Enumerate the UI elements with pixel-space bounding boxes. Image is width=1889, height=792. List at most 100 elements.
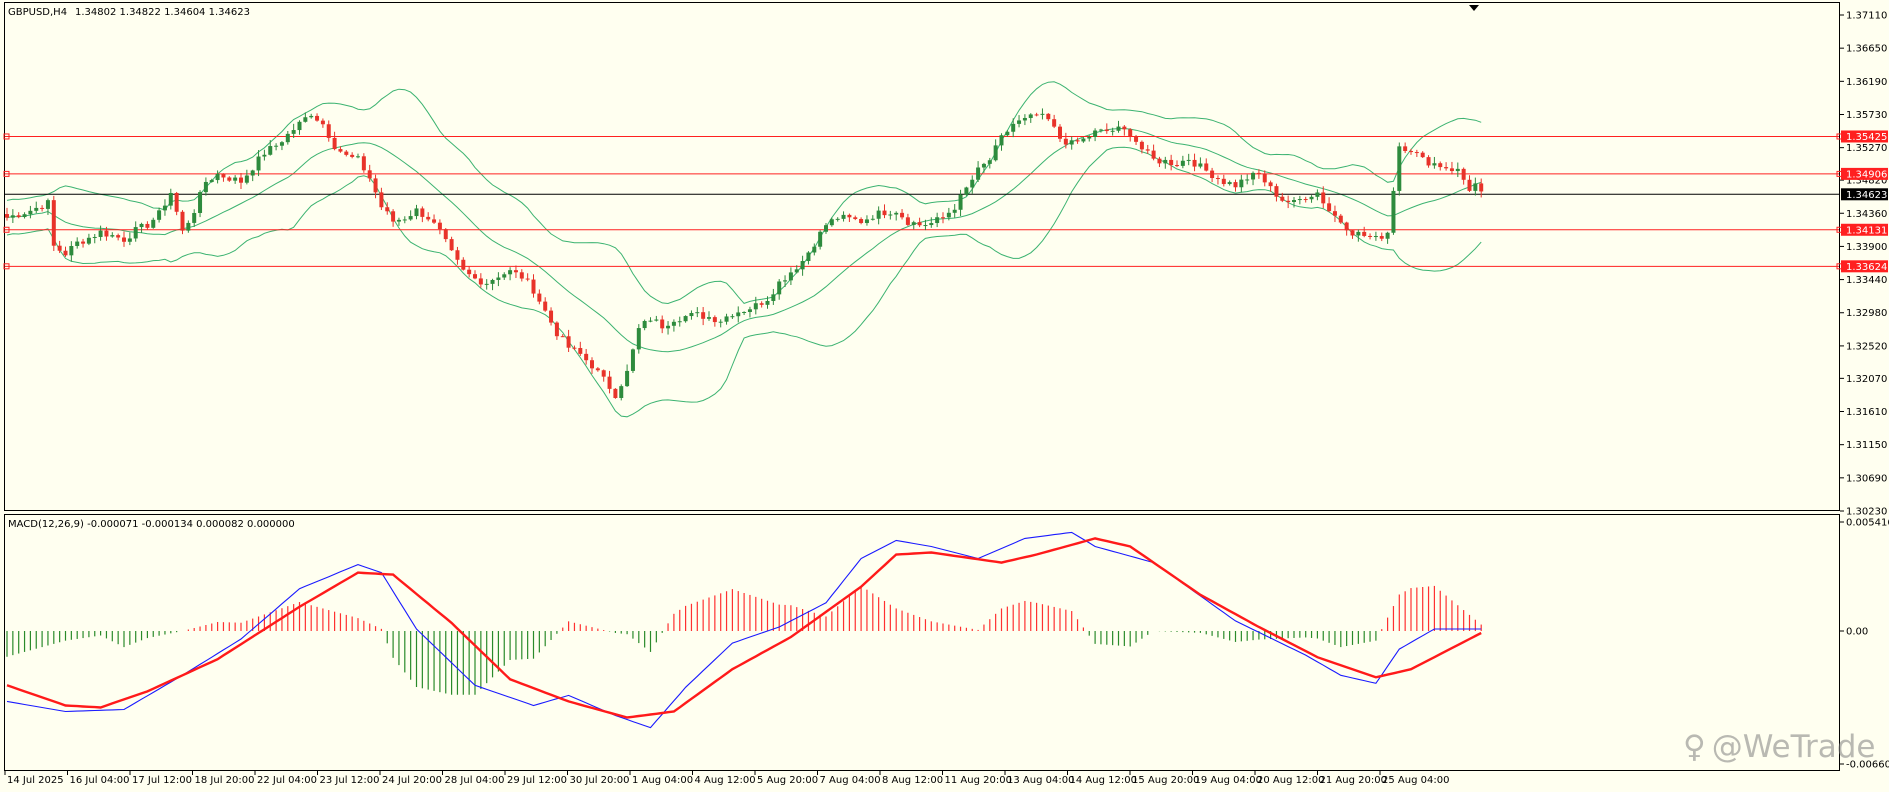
candle[interactable] bbox=[513, 265, 518, 279]
candle[interactable] bbox=[227, 176, 232, 182]
candle[interactable] bbox=[1233, 179, 1238, 192]
candle[interactable] bbox=[86, 233, 91, 246]
macd-panel[interactable] bbox=[4, 514, 1840, 771]
candle[interactable] bbox=[905, 213, 910, 227]
candle[interactable] bbox=[1315, 189, 1320, 201]
candle[interactable] bbox=[221, 173, 226, 182]
candle[interactable] bbox=[987, 157, 992, 169]
candle[interactable] bbox=[1403, 142, 1408, 154]
candle[interactable] bbox=[707, 311, 711, 321]
candle[interactable] bbox=[1379, 232, 1384, 242]
candle[interactable] bbox=[607, 370, 612, 394]
candle[interactable] bbox=[841, 211, 846, 222]
candle[interactable] bbox=[1397, 142, 1402, 196]
candle[interactable] bbox=[519, 269, 524, 282]
candle[interactable] bbox=[648, 317, 653, 323]
candle[interactable] bbox=[256, 150, 261, 177]
candle[interactable] bbox=[952, 204, 957, 218]
candle[interactable] bbox=[976, 161, 981, 182]
candle[interactable] bbox=[812, 243, 817, 256]
candle[interactable] bbox=[1215, 175, 1220, 185]
candle[interactable] bbox=[882, 204, 887, 219]
candle[interactable] bbox=[385, 202, 390, 215]
candle[interactable] bbox=[981, 162, 986, 173]
candle[interactable] bbox=[373, 174, 378, 199]
candle[interactable] bbox=[900, 209, 905, 220]
candle[interactable] bbox=[788, 267, 793, 286]
candle[interactable] bbox=[783, 275, 788, 288]
candle[interactable] bbox=[192, 209, 197, 227]
candle[interactable] bbox=[1356, 229, 1361, 242]
candle[interactable] bbox=[759, 301, 764, 308]
candle[interactable] bbox=[320, 118, 325, 128]
candle[interactable] bbox=[279, 141, 284, 151]
candle[interactable] bbox=[946, 207, 951, 221]
candle[interactable] bbox=[139, 222, 144, 233]
candle[interactable] bbox=[203, 177, 208, 196]
candle[interactable] bbox=[625, 364, 630, 387]
candle[interactable] bbox=[1303, 196, 1308, 203]
candle[interactable] bbox=[303, 112, 308, 123]
candle[interactable] bbox=[1145, 144, 1150, 154]
candle[interactable] bbox=[584, 348, 589, 365]
candle[interactable] bbox=[98, 225, 103, 241]
candle[interactable] bbox=[1122, 125, 1127, 136]
candle[interactable] bbox=[309, 113, 314, 119]
candle[interactable] bbox=[1034, 112, 1039, 117]
candle[interactable] bbox=[350, 152, 355, 159]
candle[interactable] bbox=[233, 175, 238, 184]
candle[interactable] bbox=[630, 348, 635, 373]
candle[interactable] bbox=[525, 273, 530, 282]
candle[interactable] bbox=[508, 267, 513, 281]
candle[interactable] bbox=[566, 329, 571, 353]
candle[interactable] bbox=[806, 251, 811, 265]
candle[interactable] bbox=[824, 223, 828, 234]
candle[interactable] bbox=[1479, 178, 1484, 198]
candle[interactable] bbox=[941, 212, 945, 224]
candle[interactable] bbox=[75, 237, 80, 249]
candle[interactable] bbox=[853, 215, 858, 221]
level-handle[interactable] bbox=[3, 170, 10, 177]
candle[interactable] bbox=[1268, 180, 1273, 192]
candle[interactable] bbox=[122, 231, 126, 247]
candle[interactable] bbox=[1063, 132, 1068, 149]
candle[interactable] bbox=[467, 266, 472, 278]
candle[interactable] bbox=[426, 212, 431, 222]
candle[interactable] bbox=[724, 313, 729, 325]
candle[interactable] bbox=[1104, 123, 1109, 134]
candle[interactable] bbox=[1069, 136, 1074, 150]
candle[interactable] bbox=[1292, 196, 1296, 208]
candle[interactable] bbox=[777, 279, 782, 300]
candle[interactable] bbox=[560, 334, 565, 338]
candle[interactable] bbox=[1432, 156, 1437, 169]
candle[interactable] bbox=[250, 169, 255, 182]
candle[interactable] bbox=[145, 221, 150, 230]
candle[interactable] bbox=[127, 232, 132, 246]
candle[interactable] bbox=[712, 315, 717, 327]
candle[interactable] bbox=[964, 186, 969, 196]
candle[interactable] bbox=[1180, 155, 1185, 169]
candle[interactable] bbox=[1245, 174, 1250, 185]
candle[interactable] bbox=[613, 388, 618, 399]
candle[interactable] bbox=[133, 221, 138, 242]
candle[interactable] bbox=[180, 210, 185, 235]
candle[interactable] bbox=[730, 314, 735, 319]
candle[interactable] bbox=[1461, 167, 1466, 185]
candle[interactable] bbox=[554, 321, 559, 340]
candle[interactable] bbox=[291, 123, 296, 139]
candle[interactable] bbox=[1327, 197, 1332, 213]
candle[interactable] bbox=[859, 217, 864, 225]
candle[interactable] bbox=[1151, 144, 1156, 161]
candle[interactable] bbox=[654, 315, 659, 322]
candle[interactable] bbox=[660, 315, 665, 334]
candle[interactable] bbox=[590, 357, 594, 374]
candle[interactable] bbox=[215, 170, 220, 184]
candle[interactable] bbox=[326, 120, 331, 142]
candle[interactable] bbox=[81, 238, 86, 248]
candle[interactable] bbox=[1022, 114, 1027, 126]
candle[interactable] bbox=[69, 241, 74, 262]
level-handle[interactable] bbox=[3, 226, 10, 233]
candle[interactable] bbox=[595, 367, 600, 372]
candle[interactable] bbox=[1332, 205, 1337, 223]
candle[interactable] bbox=[911, 220, 916, 230]
